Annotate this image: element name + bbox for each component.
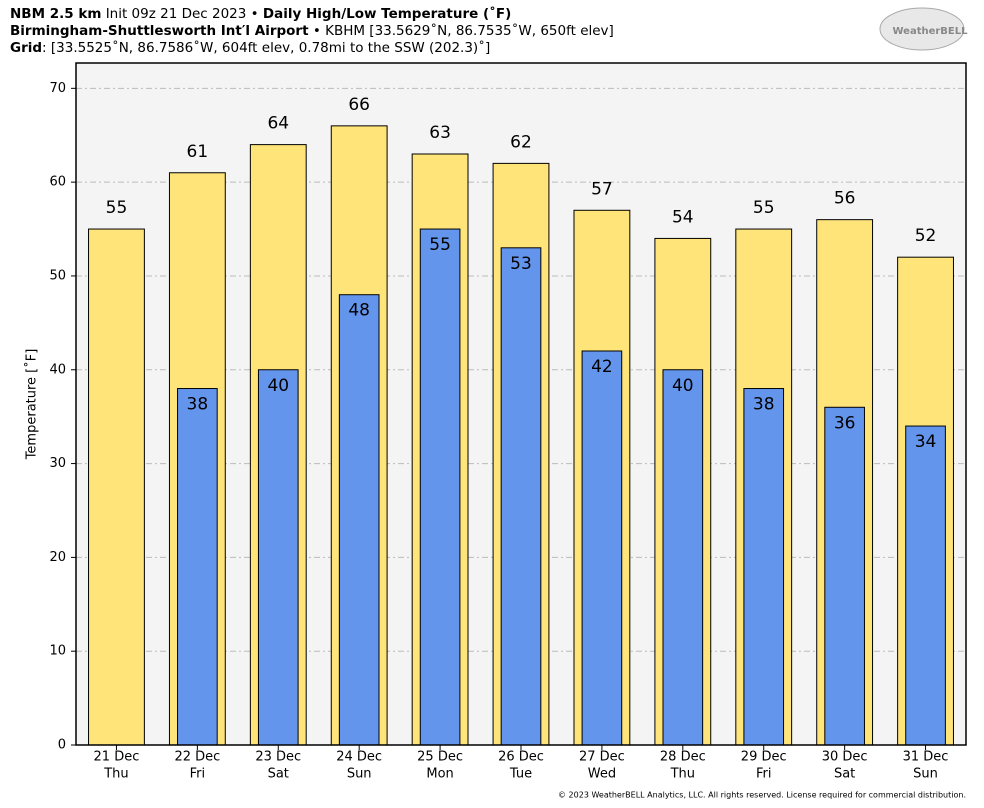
- bar: [257, 369, 299, 746]
- y-tick-label: 0: [58, 738, 66, 753]
- header-line-2: Birmingham-Shuttlesworth Int′l Airport •…: [10, 23, 614, 39]
- x-tick-label: 31 Dec: [903, 750, 949, 765]
- value-label: 55: [106, 198, 128, 218]
- x-tick-label: 24 Dec: [336, 750, 382, 765]
- value-label: 66: [348, 95, 370, 115]
- y-tick-label: 50: [49, 268, 66, 283]
- value-label: 40: [672, 376, 694, 396]
- value-label: 62: [510, 132, 532, 152]
- y-tick-label: 60: [49, 175, 66, 190]
- x-tick-sublabel: Fri: [756, 767, 772, 782]
- station-info: KBHM [33.5629˚N, 86.7535˚W, 650ft elev]: [325, 23, 614, 39]
- x-tick-label: 25 Dec: [417, 750, 463, 765]
- x-tick-sublabel: Thu: [670, 767, 695, 782]
- grid-info: : [33.5525˚N, 86.7586˚W, 604ft elev, 0.7…: [42, 40, 491, 56]
- bar: [500, 247, 542, 746]
- bar: [662, 369, 704, 746]
- value-label: 55: [429, 235, 451, 255]
- x-tick-sublabel: Sun: [347, 767, 372, 782]
- chart-title: Daily High/Low Temperature (˚F): [262, 6, 512, 22]
- header-line-1: NBM 2.5 km Init 09z 21 Dec 2023 • Daily …: [10, 6, 511, 22]
- x-tick-sublabel: Thu: [103, 767, 128, 782]
- x-tick-sublabel: Fri: [190, 767, 206, 782]
- logo-badge: [879, 7, 965, 51]
- value-label: 36: [834, 413, 856, 433]
- bars: 55 61 38 64 40 66 48 63 55 62 53 57 42 54 40 55 38 56 36 52…: [88, 95, 954, 746]
- x-tick-label: 21 Dec: [94, 750, 140, 765]
- value-label: 64: [267, 114, 289, 134]
- x-tick-label: 22 Dec: [174, 750, 220, 765]
- value-label: 63: [429, 123, 451, 143]
- value-label: 52: [915, 226, 937, 246]
- value-label: 48: [348, 301, 370, 321]
- station: Birmingham-Shuttlesworth Int′l Airport: [10, 23, 309, 39]
- value-label: 42: [591, 357, 613, 377]
- value-label: 57: [591, 179, 613, 199]
- x-tick-label: 28 Dec: [660, 750, 706, 765]
- model: NBM 2.5 km: [10, 6, 102, 22]
- logo: WeatherBELL: [879, 7, 968, 51]
- x-tick-sublabel: Sat: [834, 767, 855, 782]
- separator: •: [312, 23, 321, 39]
- logo-text: WeatherBELL: [892, 26, 968, 37]
- init: Init 09z 21 Dec 2023: [105, 6, 247, 22]
- separator: •: [250, 6, 259, 22]
- x-tick-label: 26 Dec: [498, 750, 544, 765]
- value-label: 40: [267, 376, 289, 396]
- x-tick-label: 23 Dec: [255, 750, 301, 765]
- value-label: 53: [510, 254, 532, 274]
- x-tick-label: 29 Dec: [741, 750, 787, 765]
- y-tick-label: 30: [49, 456, 66, 471]
- value-label: 56: [834, 189, 856, 209]
- bar: [338, 294, 380, 746]
- bar: [581, 350, 623, 746]
- x-tick-sublabel: Mon: [426, 767, 453, 782]
- bar: [419, 228, 461, 746]
- y-axis-label: Temperature [˚F]: [24, 349, 40, 461]
- value-label: 38: [753, 395, 775, 415]
- x-tick-label: 27 Dec: [579, 750, 625, 765]
- y-tick-label: 20: [49, 550, 66, 565]
- bar: [824, 406, 865, 746]
- x-tick-label: 30 Dec: [822, 750, 868, 765]
- x-tick-sublabel: Tue: [509, 767, 532, 782]
- value-label: 61: [187, 142, 209, 162]
- bar: [177, 388, 218, 746]
- copyright: © 2023 WeatherBELL Analytics, LLC. All r…: [558, 791, 966, 800]
- value-label: 34: [915, 432, 937, 452]
- x-tick-sublabel: Sun: [913, 767, 938, 782]
- y-tick-label: 70: [49, 81, 66, 96]
- grid-label: Grid: [10, 40, 43, 56]
- y-tick-label: 40: [49, 362, 66, 377]
- bar: [88, 228, 145, 746]
- x-tick-sublabel: Sat: [268, 767, 289, 782]
- value-label: 54: [672, 207, 694, 227]
- bar: [905, 425, 946, 746]
- value-label: 38: [187, 395, 209, 415]
- bar: [743, 388, 785, 746]
- value-label: 55: [753, 198, 775, 218]
- x-tick-sublabel: Wed: [588, 767, 616, 782]
- y-tick-label: 10: [49, 644, 66, 659]
- header-line-3: Grid: [33.5525˚N, 86.7586˚W, 604ft elev,…: [10, 40, 490, 56]
